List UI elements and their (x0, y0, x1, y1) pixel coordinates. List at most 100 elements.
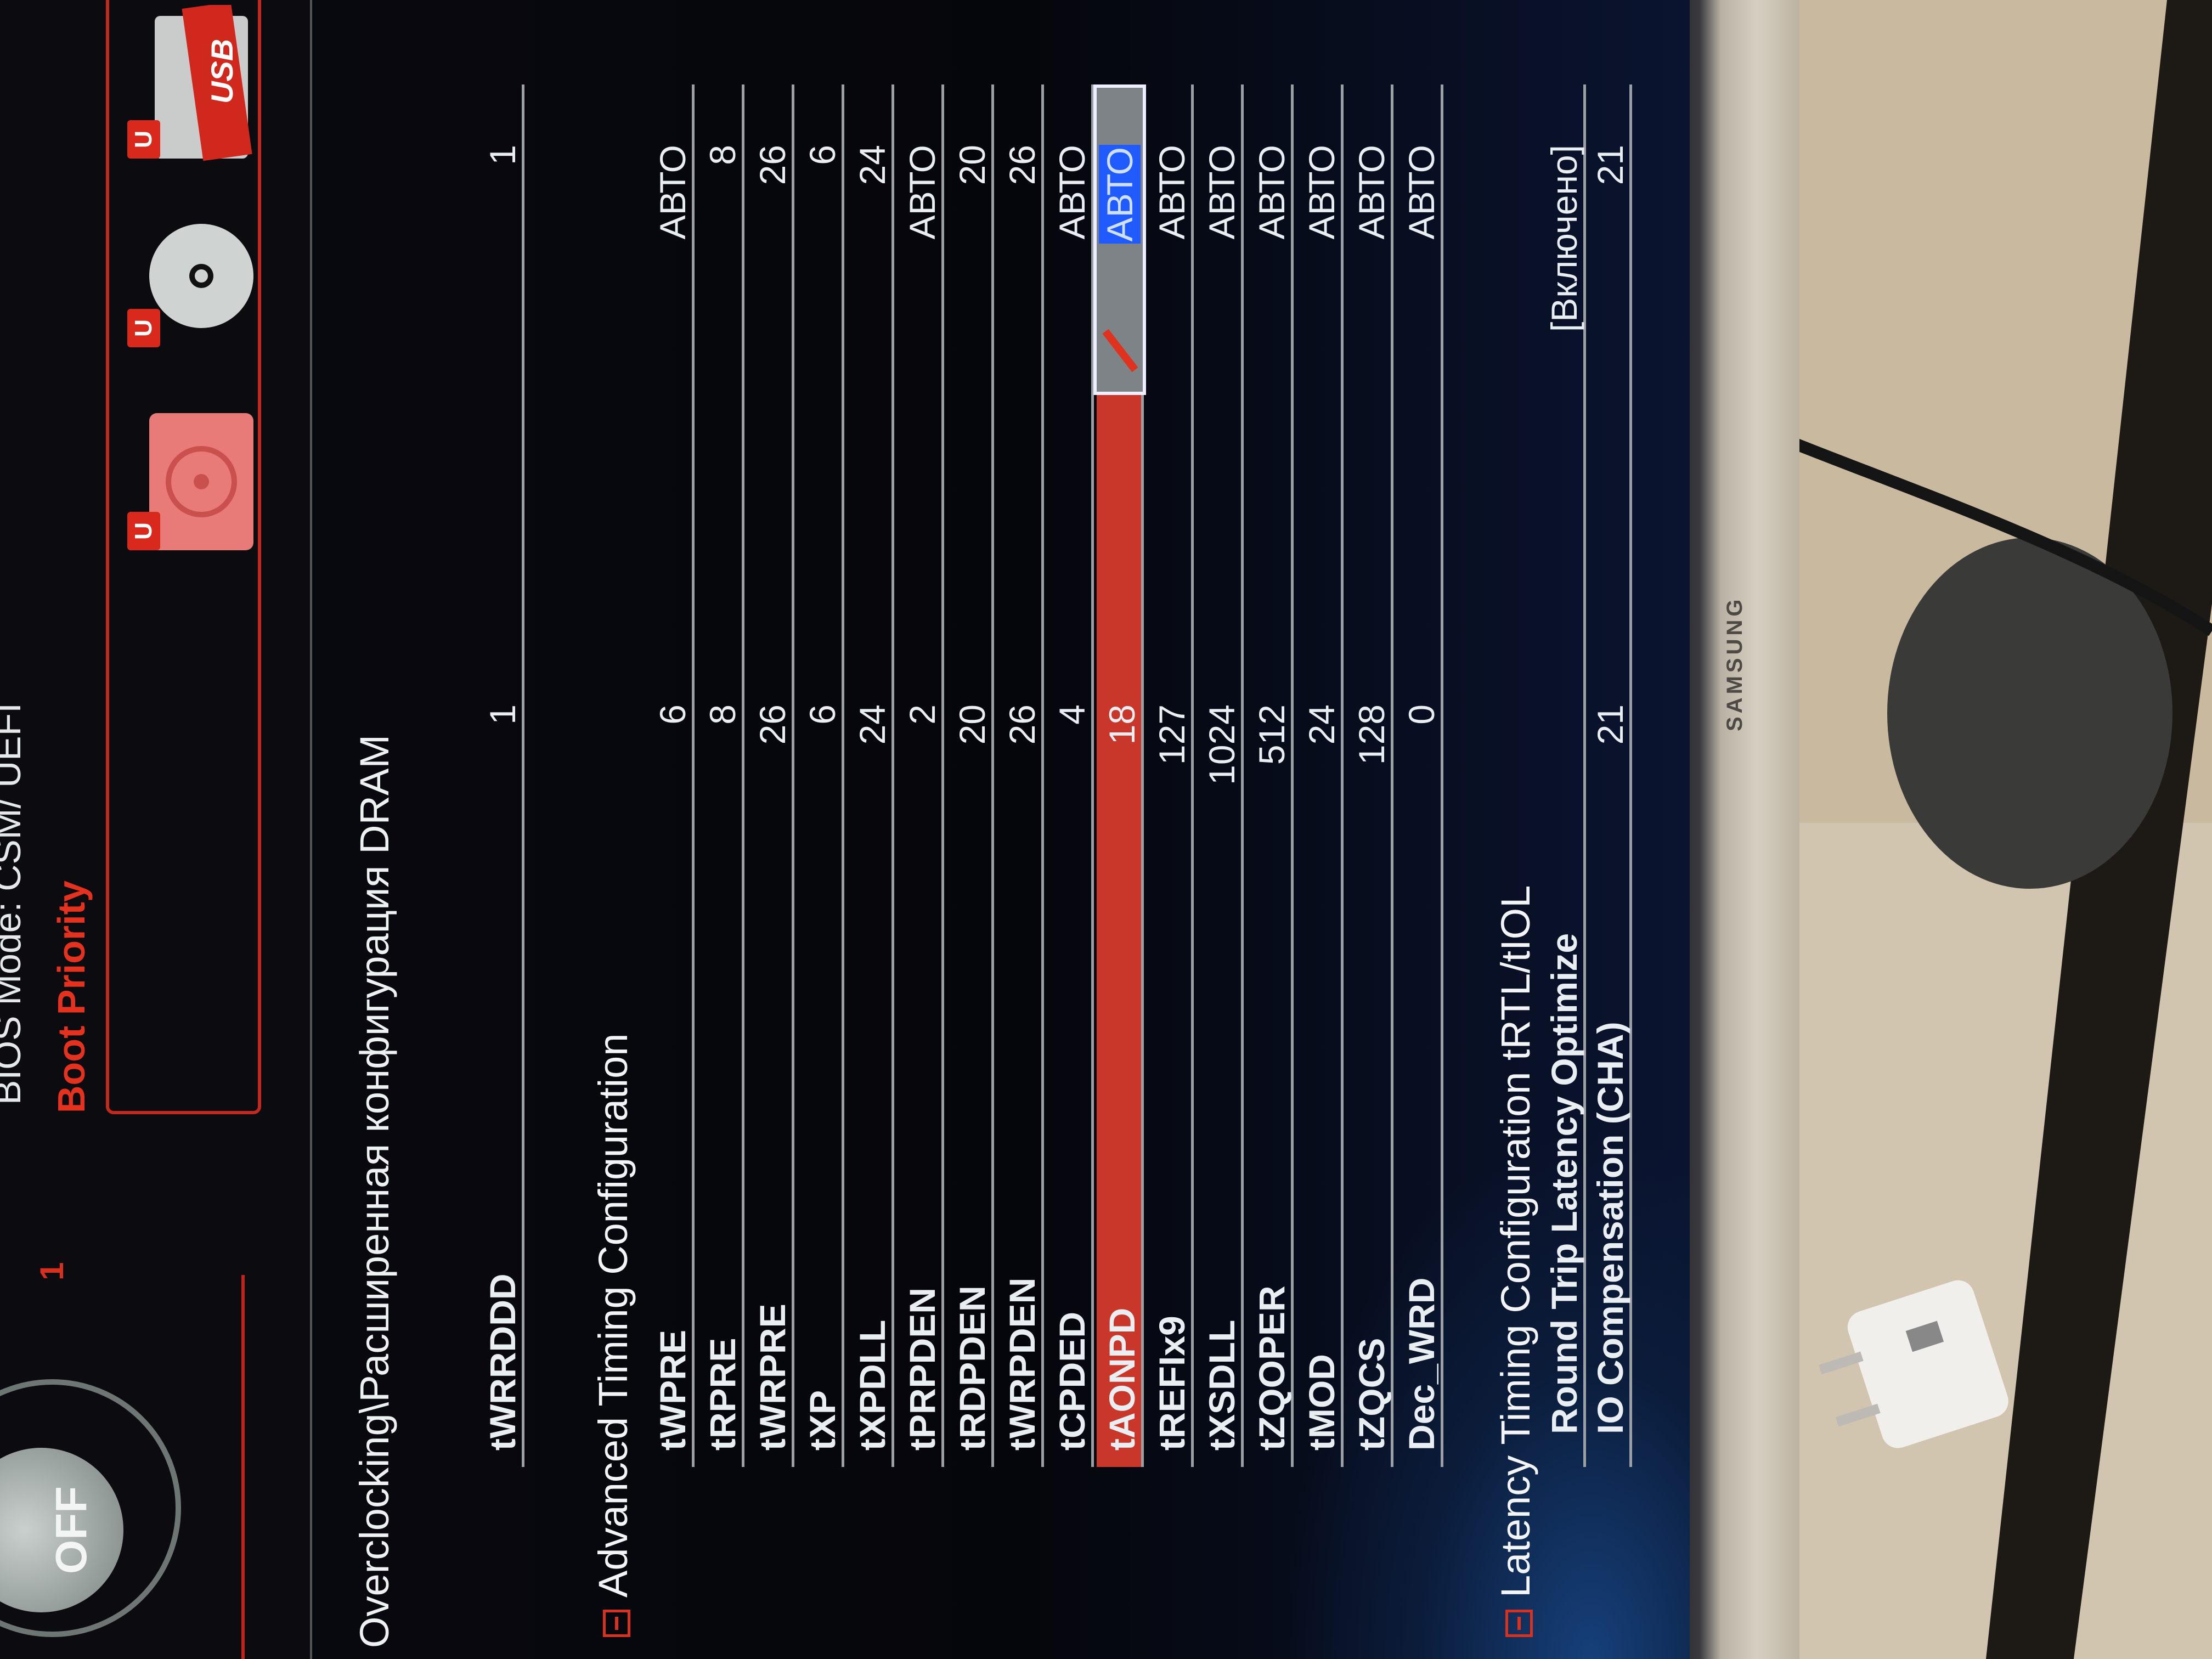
setting-row[interactable]: tAONPD 18 АВТО (1093, 84, 1146, 1467)
setting-value[interactable]: АВТО (902, 145, 943, 240)
setting-value[interactable]: 24 (852, 145, 893, 185)
setting-row[interactable]: tWRPDEN 26 26 (997, 84, 1044, 1467)
boot-device-usb[interactable]: U USB (127, 2, 253, 170)
setting-label: Dec_WRD (1401, 1277, 1442, 1451)
setting-label: tMOD (1301, 1354, 1342, 1451)
pencil-icon (1102, 329, 1138, 373)
setting-row[interactable]: tXP 6 6 (797, 84, 844, 1467)
section-title: Latency Timing Configuration tRTL/tIOL (1493, 885, 1538, 1598)
setting-row[interactable]: tMOD 24 АВТО (1296, 84, 1344, 1467)
setting-label: tPRPDEN (902, 1287, 943, 1451)
optical-disc-icon (149, 224, 253, 328)
stand-base (1887, 538, 2172, 889)
usb-drive-icon (155, 2, 252, 161)
current-value: 512 (1251, 704, 1292, 765)
bios-header: OFF 1 BIOS Mode: CSM/ UEFI Boot Priority… (0, 0, 312, 1659)
usb-charger (1819, 1280, 2008, 1448)
current-value: 6 (652, 704, 693, 725)
setting-row[interactable]: IO Compensation (CHA) 21 21 (1585, 84, 1632, 1467)
setting-label: tAONPD (1102, 1307, 1142, 1451)
setting-row[interactable]: Round Trip Latency Optimize [Включено] (1539, 84, 1586, 1467)
setting-row[interactable]: tPRPDEN 2 АВТО (897, 84, 944, 1467)
setting-value[interactable]: 26 (752, 145, 793, 185)
breadcrumb: Overclocking\Расширенная конфигурация DR… (352, 735, 397, 1648)
current-value: 24 (1301, 704, 1342, 745)
setting-row[interactable]: Dec_WRD 0 АВТО (1396, 84, 1443, 1467)
boot-device-optical[interactable]: U (127, 205, 253, 353)
setting-value[interactable]: [Включено] (1544, 145, 1584, 332)
setting-value[interactable]: АВТО (1052, 145, 1092, 240)
boot-priority-title: Boot Priority (50, 881, 93, 1113)
setting-label: tXSDLL (1201, 1319, 1242, 1451)
current-value: 6 (802, 704, 843, 725)
collapse-icon[interactable] (603, 1610, 630, 1637)
current-value: 26 (752, 704, 793, 745)
setting-label: Round Trip Latency Optimize (1544, 933, 1584, 1434)
uefi-badge: U (127, 512, 160, 550)
setting-input[interactable]: АВТО (1093, 84, 1146, 395)
setting-value[interactable]: АВТО (1301, 145, 1342, 240)
boot-device-hdd[interactable]: U (127, 409, 253, 550)
setting-label: tRPRE (702, 1338, 743, 1451)
current-value: 20 (952, 704, 992, 745)
uefi-badge: U (127, 309, 160, 347)
setting-value[interactable]: 1 (482, 145, 523, 165)
setting-row[interactable]: tXSDLL 1024 АВТО (1197, 84, 1244, 1467)
section-latency-timing[interactable]: Latency Timing Configuration tRTL/tIOL (1492, 885, 1539, 1637)
setting-label: tXP (802, 1390, 843, 1451)
profile-number[interactable]: 1 (33, 1262, 70, 1280)
setting-label: tXPDLL (852, 1319, 893, 1451)
setting-value[interactable]: 21 (1590, 145, 1630, 185)
setting-value[interactable]: 8 (702, 145, 743, 165)
setting-row[interactable]: tZQCS 128 АВТО (1346, 84, 1393, 1467)
current-value: 18 (1102, 704, 1142, 745)
setting-row[interactable]: tRDPDEN 20 20 (947, 84, 994, 1467)
setting-label: tCPDED (1052, 1311, 1092, 1451)
setting-label: tZQOPER (1251, 1285, 1292, 1451)
setting-row[interactable]: tZQOPER 512 АВТО (1246, 84, 1294, 1467)
setting-label: tWRRDDD (482, 1273, 523, 1451)
uefi-badge: U (127, 120, 160, 159)
setting-label: tWRPRE (752, 1304, 793, 1451)
usb-label: USB (205, 38, 239, 104)
current-value: 21 (1590, 704, 1630, 745)
setting-row[interactable]: tRPRE 8 8 (697, 84, 744, 1467)
collapse-icon[interactable] (1505, 1610, 1533, 1637)
setting-label: tWRPDEN (1002, 1277, 1042, 1451)
setting-row[interactable]: tWRPRE 26 26 (747, 84, 794, 1467)
setting-value[interactable]: 6 (802, 145, 843, 165)
setting-row[interactable]: tREFIx9 127 АВТО (1147, 84, 1194, 1467)
setting-value[interactable]: АВТО (1152, 145, 1192, 240)
current-value: 1024 (1201, 704, 1242, 785)
setting-label: tZQCS (1351, 1338, 1392, 1451)
current-value: 128 (1351, 704, 1392, 765)
section-advanced-timing[interactable]: Advanced Timing Configuration (590, 1034, 636, 1637)
current-value: 4 (1052, 704, 1092, 725)
setting-value[interactable]: АВТО (1251, 145, 1292, 240)
setting-row[interactable]: tXPDLL 24 24 (847, 84, 894, 1467)
bios-screen: OFF 1 BIOS Mode: CSM/ UEFI Boot Priority… (0, 0, 1690, 1659)
setting-value[interactable]: 20 (952, 145, 992, 185)
current-value: 1 (482, 704, 523, 725)
setting-value[interactable]: АВТО (652, 145, 693, 240)
setting-value[interactable]: 26 (1002, 145, 1042, 185)
current-value: 24 (852, 704, 893, 745)
divider (241, 1275, 245, 1659)
setting-label: tREFIx9 (1152, 1316, 1192, 1451)
setting-value[interactable]: АВТО (1201, 145, 1242, 240)
current-value: 2 (902, 704, 943, 725)
monitor-brand-logo: SAMSUNG (1723, 596, 1747, 732)
current-value: 8 (702, 704, 743, 725)
setting-value[interactable]: АВТО (1351, 145, 1392, 240)
setting-value[interactable]: АВТО (1401, 145, 1442, 240)
xmp-button-label: OFF (47, 1486, 95, 1574)
setting-row[interactable]: tWPRE 6 АВТО (647, 84, 695, 1467)
setting-value-highlighted[interactable]: АВТО (1099, 145, 1141, 244)
bios-mode-label: BIOS Mode: CSM/ UEFI (0, 702, 29, 1105)
current-value: 26 (1002, 704, 1042, 745)
setting-row[interactable]: tCPDED 4 АВТО (1047, 84, 1094, 1467)
setting-row-twrrddd[interactable]: tWRRDDD 1 1 (477, 84, 524, 1467)
current-value: 127 (1152, 704, 1192, 765)
current-value: 0 (1401, 704, 1442, 725)
